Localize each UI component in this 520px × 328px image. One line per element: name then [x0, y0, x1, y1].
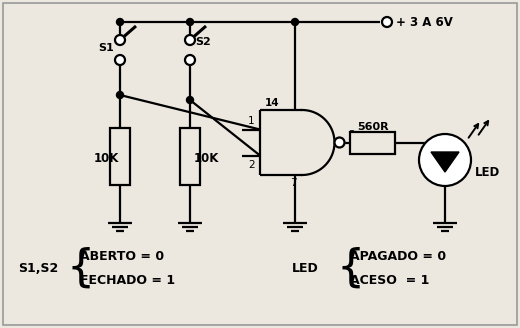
Text: S1,S2: S1,S2	[18, 261, 58, 275]
Text: 1: 1	[248, 116, 255, 127]
Text: 10K: 10K	[94, 152, 120, 165]
Circle shape	[334, 137, 345, 148]
Circle shape	[292, 18, 298, 26]
Text: 2: 2	[248, 159, 255, 170]
Text: ABERTO = 0: ABERTO = 0	[80, 250, 164, 262]
Circle shape	[116, 18, 124, 26]
Circle shape	[185, 55, 195, 65]
Text: LED: LED	[292, 261, 319, 275]
Circle shape	[115, 35, 125, 45]
Text: 10K: 10K	[194, 152, 219, 165]
Circle shape	[185, 35, 195, 45]
Text: 14: 14	[265, 98, 280, 108]
Text: S2: S2	[195, 37, 211, 47]
Text: APAGADO = 0: APAGADO = 0	[350, 250, 446, 262]
Text: 3: 3	[348, 131, 355, 140]
Text: FECHADO = 1: FECHADO = 1	[80, 274, 175, 286]
Text: LED: LED	[475, 166, 500, 178]
Polygon shape	[431, 152, 459, 172]
Circle shape	[419, 134, 471, 186]
Text: {: {	[336, 247, 364, 290]
Text: 7: 7	[290, 178, 296, 188]
Bar	[110, 128, 130, 185]
Circle shape	[115, 55, 125, 65]
Circle shape	[187, 96, 193, 104]
Circle shape	[116, 92, 124, 98]
Text: ACESO  = 1: ACESO = 1	[350, 274, 430, 286]
Bar	[180, 128, 200, 185]
Bar	[350, 132, 395, 154]
Text: {: {	[67, 247, 95, 290]
Text: + 3 A 6V: + 3 A 6V	[396, 16, 453, 30]
Text: 560R: 560R	[357, 121, 388, 132]
Circle shape	[382, 17, 392, 27]
Text: S1: S1	[98, 43, 114, 53]
Circle shape	[187, 18, 193, 26]
